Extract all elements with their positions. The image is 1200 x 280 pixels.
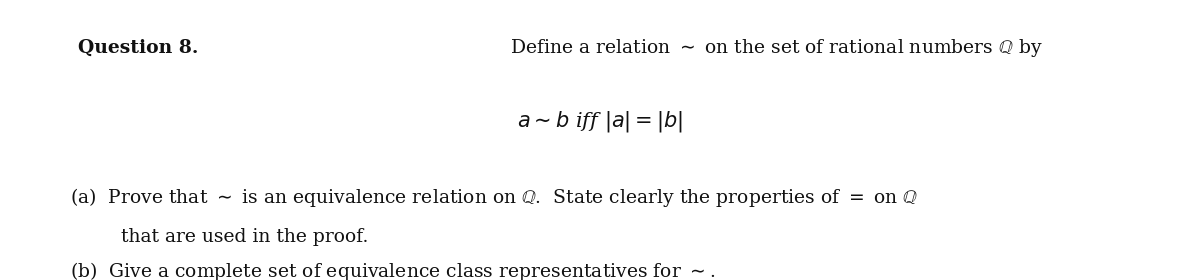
Text: Define a relation $\sim$ on the set of rational numbers $\mathbb{Q}$ by: Define a relation $\sim$ on the set of r… xyxy=(510,37,1043,59)
Text: $a \sim b$ iff $|a| = |b|$: $a \sim b$ iff $|a| = |b|$ xyxy=(517,109,683,134)
Text: that are used in the proof.: that are used in the proof. xyxy=(121,228,368,246)
Text: (a)  Prove that $\sim$ is an equivalence relation on $\mathbb{Q}$.  State clearl: (a) Prove that $\sim$ is an equivalence … xyxy=(70,186,918,209)
Text: Question 8.: Question 8. xyxy=(78,39,198,57)
Text: (b)  Give a complete set of equivalence class representatives for $\sim$.: (b) Give a complete set of equivalence c… xyxy=(70,260,715,280)
